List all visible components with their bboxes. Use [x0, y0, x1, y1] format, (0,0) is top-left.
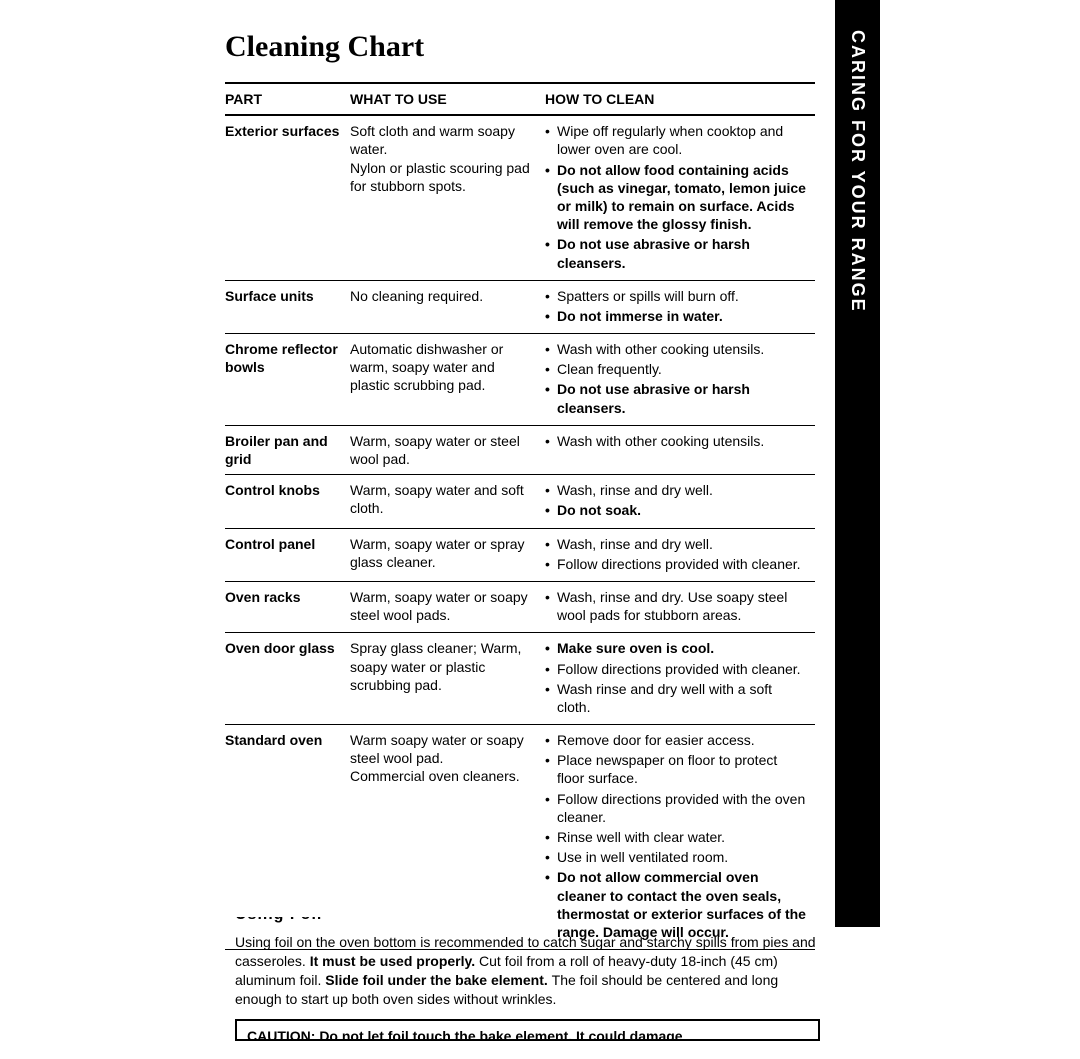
- table-row: Oven racksWarm, soapy water or soapy ste…: [225, 581, 815, 632]
- table-row: Exterior surfacesSoft cloth and warm soa…: [225, 115, 815, 280]
- cleaning-chart-table: PART WHAT TO USE HOW TO CLEAN Exterior s…: [225, 82, 815, 950]
- foil-heading-cutoff: Using Foil: [235, 917, 820, 927]
- cell-how: Wash with other cooking utensils.: [545, 425, 815, 474]
- cell-part: Oven racks: [225, 581, 350, 632]
- cell-part: Exterior surfaces: [225, 115, 350, 280]
- cell-part: Broiler pan and grid: [225, 425, 350, 474]
- cell-part: Standard oven: [225, 725, 350, 950]
- cell-part: Surface units: [225, 280, 350, 333]
- cell-what: Warm, soapy water or soapy steel wool pa…: [350, 581, 545, 632]
- cell-what: Warm, soapy water or steel wool pad.: [350, 425, 545, 474]
- cell-how: Spatters or spills will burn off.Do not …: [545, 280, 815, 333]
- col-header-how: HOW TO CLEAN: [545, 83, 815, 115]
- cell-what: Warm, soapy water and soft cloth.: [350, 475, 545, 528]
- caution-text: CAUTION: Do not let foil touch the bake …: [247, 1027, 683, 1041]
- cell-part: Control knobs: [225, 475, 350, 528]
- page-title: Cleaning Chart: [225, 30, 875, 64]
- table-row: Standard ovenWarm soapy water or soapy s…: [225, 725, 815, 950]
- cell-how: Remove door for easier access.Place news…: [545, 725, 815, 950]
- caution-box: CAUTION: Do not let foil touch the bake …: [235, 1019, 820, 1041]
- cell-part: Oven door glass: [225, 633, 350, 725]
- foil-section: Using Foil Using foil on the oven bottom…: [235, 917, 820, 1041]
- cell-how: Make sure oven is cool.Follow directions…: [545, 633, 815, 725]
- table-row: Broiler pan and gridWarm, soapy water or…: [225, 425, 815, 474]
- cell-what: Automatic dishwasher or warm, soapy wate…: [350, 334, 545, 426]
- cell-part: Control panel: [225, 528, 350, 581]
- page-content: Cleaning Chart PART WHAT TO USE HOW TO C…: [225, 30, 875, 950]
- table-row: Surface unitsNo cleaning required.Spatte…: [225, 280, 815, 333]
- cell-what: Spray glass cleaner; Warm, soapy water o…: [350, 633, 545, 725]
- table-row: Oven door glassSpray glass cleaner; Warm…: [225, 633, 815, 725]
- table-row: Control panelWarm, soapy water or spray …: [225, 528, 815, 581]
- cell-what: Warm, soapy water or spray glass cleaner…: [350, 528, 545, 581]
- table-row: Control knobsWarm, soapy water and soft …: [225, 475, 815, 528]
- cell-part: Chrome reflector bowls: [225, 334, 350, 426]
- cell-how: Wash with other cooking utensils.Clean f…: [545, 334, 815, 426]
- table-row: Chrome reflector bowlsAutomatic dishwash…: [225, 334, 815, 426]
- cell-how: Wash, rinse and dry well.Follow directio…: [545, 528, 815, 581]
- col-header-part: PART: [225, 83, 350, 115]
- cell-how: Wipe off regularly when cooktop and lowe…: [545, 115, 815, 280]
- cell-what: Soft cloth and warm soapy water.Nylon or…: [350, 115, 545, 280]
- cell-how: Wash, rinse and dry well.Do not soak.: [545, 475, 815, 528]
- cell-what: Warm soapy water or soapy steel wool pad…: [350, 725, 545, 950]
- col-header-what: WHAT TO USE: [350, 83, 545, 115]
- cell-what: No cleaning required.: [350, 280, 545, 333]
- cell-how: Wash, rinse and dry. Use soapy steel woo…: [545, 581, 815, 632]
- foil-paragraph: Using foil on the oven bottom is recomme…: [235, 933, 820, 1009]
